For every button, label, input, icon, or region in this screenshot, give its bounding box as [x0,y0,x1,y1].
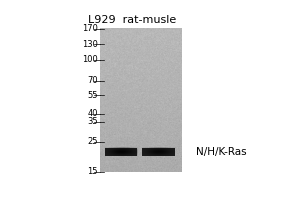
Text: 130: 130 [82,40,98,49]
Text: 25: 25 [88,137,98,146]
Bar [105,148,137,156]
Text: 35: 35 [87,117,98,126]
Text: N/H/K-Ras: N/H/K-Ras [196,147,246,157]
Text: 100: 100 [82,55,98,64]
Text: 15: 15 [88,167,98,176]
Text: 55: 55 [88,91,98,100]
Text: 170: 170 [82,24,98,33]
Bar [142,148,175,156]
Text: 40: 40 [88,109,98,118]
Text: L929  rat-musle: L929 rat-musle [88,15,176,25]
Text: 70: 70 [87,76,98,85]
